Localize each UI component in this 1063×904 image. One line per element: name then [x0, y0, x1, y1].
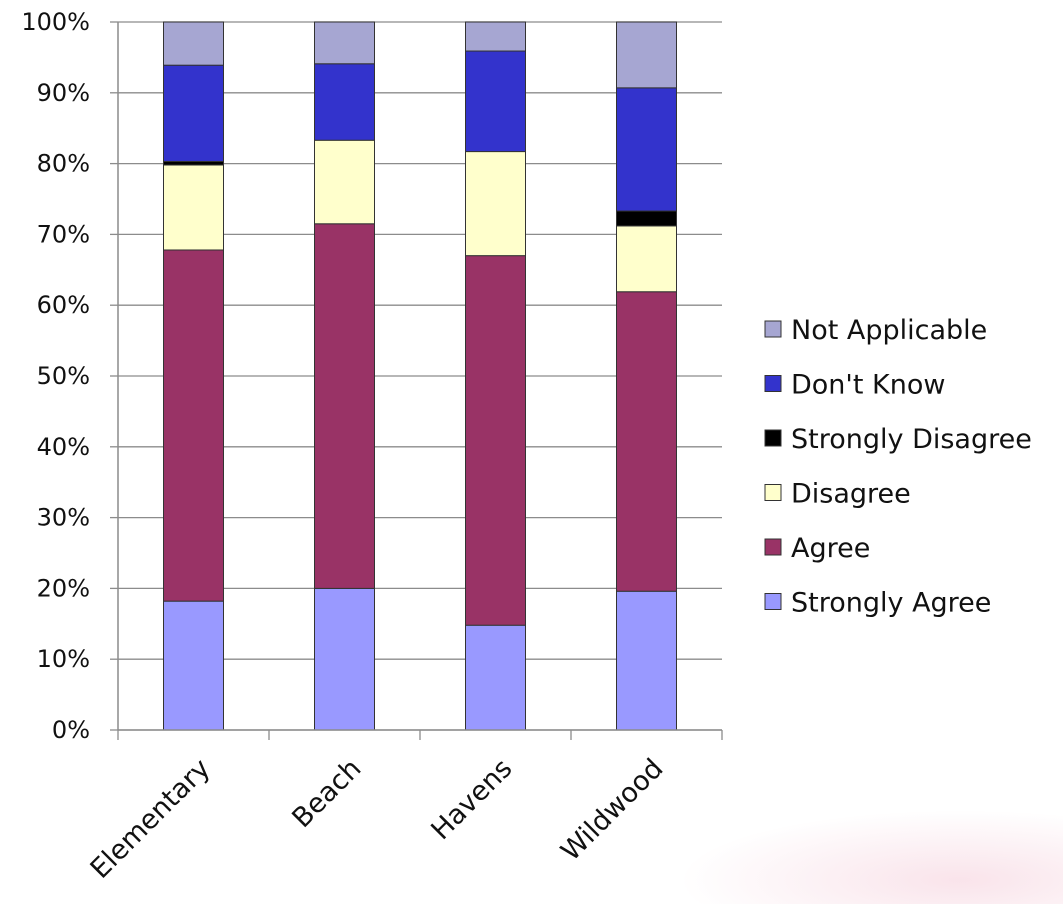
legend-label: Strongly Agree — [791, 588, 991, 619]
bar-segment — [163, 249, 224, 602]
legend-label: Don't Know — [791, 370, 945, 401]
x-category-label: Elementary — [85, 753, 217, 885]
y-tick-label: 20% — [37, 574, 90, 602]
y-tick-label: 90% — [37, 79, 90, 107]
y-tick-label: 40% — [37, 433, 90, 461]
bars — [163, 21, 677, 731]
bar-segment — [163, 600, 224, 731]
bar-segment — [163, 160, 224, 166]
x-category-label: Wildwood — [555, 753, 669, 867]
y-tick-label: 80% — [37, 150, 90, 178]
legend-swatch — [764, 538, 782, 556]
x-category-label: Beach — [286, 753, 367, 834]
bar-segment — [314, 587, 375, 731]
y-tick-label: 60% — [37, 291, 90, 319]
legend-label: Disagree — [791, 479, 911, 510]
y-tick-label: 70% — [37, 220, 90, 248]
bar-segment — [465, 151, 526, 257]
legend-swatch — [764, 320, 782, 338]
legend: Not Applicable Don't Know Strongly Disagre… — [764, 315, 1032, 619]
y-tick-label: 30% — [37, 504, 90, 532]
bar-segment — [465, 21, 526, 52]
y-tick-label: 0% — [52, 716, 90, 744]
bar-segment — [163, 64, 224, 162]
bar-segment — [616, 225, 677, 293]
bar-segment — [163, 21, 224, 66]
y-tick-label: 100% — [21, 8, 90, 36]
bar-segment — [616, 590, 677, 731]
legend-label: Strongly Disagree — [791, 424, 1032, 455]
legend-swatch — [764, 375, 782, 392]
bar-segment — [314, 223, 375, 589]
bar-segment — [465, 255, 526, 626]
bar-segment — [465, 624, 526, 731]
y-tick-label: 50% — [37, 362, 90, 390]
legend-label: Agree — [791, 533, 870, 564]
bar-segment — [616, 21, 677, 89]
bar-segment — [314, 21, 375, 65]
legend-swatch — [764, 429, 782, 447]
y-tick-label: 10% — [37, 645, 90, 673]
legend-swatch — [764, 593, 782, 610]
bar-segment — [616, 291, 677, 592]
bar-segment — [465, 50, 526, 153]
bar-segment — [163, 164, 224, 251]
bar-segment — [616, 87, 677, 212]
legend-swatch — [764, 484, 782, 501]
bar-segment — [314, 63, 375, 141]
bar-segment — [616, 210, 677, 227]
bar-segment — [314, 139, 375, 225]
legend-label: Not Applicable — [791, 315, 987, 346]
x-category-label: Havens — [425, 753, 518, 846]
